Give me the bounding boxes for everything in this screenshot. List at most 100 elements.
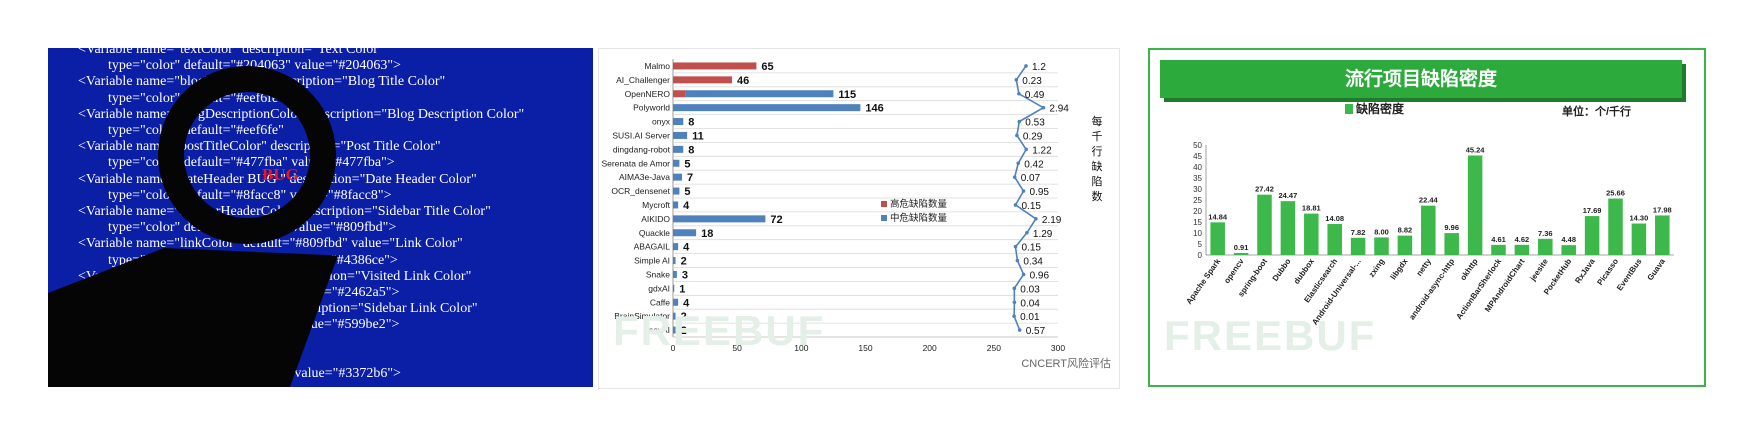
bar-value-label: 14.08 [1325,214,1344,223]
bar-value-label: 11 [692,130,704,142]
bar [1350,237,1366,255]
category-label: Apache Spark [1184,257,1222,306]
density-value-label: 0.53 [1025,118,1045,129]
watermark: FREEBUF [613,307,826,354]
magnifier-lens-icon [158,66,336,244]
bar-value-label: 17.98 [1653,205,1672,214]
category-label: Quackle [639,228,670,238]
bar-value-label: 4 [683,200,690,212]
category-label: jeesite [1528,257,1551,284]
bar-medium [673,104,861,112]
bar-high [673,62,757,70]
category-label: libgdx [1389,257,1410,282]
density-value-label: 0.42 [1024,159,1044,170]
watermark: FREEBUF [1164,312,1377,359]
density-point [1013,244,1018,249]
y-tick-label: 15 [1193,218,1202,227]
bar-value-label: 65 [761,61,773,73]
density-point [1017,91,1021,96]
x-tick-label: 300 [1051,343,1065,353]
bar-value-label: 4.62 [1515,235,1530,244]
x-tick-label: 200 [923,343,937,353]
bar-value-label: 22.44 [1419,196,1439,205]
density-axis-label: 每 [1092,114,1103,128]
legend-entry: 高危缺陷数量 [890,198,948,210]
density-value-label: 0.04 [1020,298,1040,309]
bar-medium [673,145,684,153]
bar [1374,237,1389,255]
density-line [1013,65,1046,331]
category-label: Dubbo [1271,257,1293,283]
bar-value-label: 5 [684,186,690,198]
bar-medium [673,284,675,292]
density-axis-label: 数 [1092,190,1103,203]
legend-swatch [881,201,887,207]
bar-medium [673,187,680,195]
category-label: dingdang-robot [613,144,671,154]
density-point [1021,272,1026,277]
bar-medium [673,326,676,334]
bar [1491,244,1506,255]
bug-highlight: BUG [262,165,299,184]
density-value-label: 0.07 [1021,173,1041,184]
y-tick-label: 20 [1193,207,1202,216]
density-value-label: 0.15 [1022,201,1042,212]
category-label: Guava [1646,257,1668,283]
density-axis-label: 千 [1092,130,1103,143]
legend-entry: 缺陷密度 [1356,101,1405,116]
density-point [1034,217,1038,221]
code-line: <Variable name="linkColor" default="#809… [78,236,463,252]
x-tick-label: 150 [858,343,872,353]
density-point [1041,105,1046,110]
bar-medium [673,215,766,223]
density-axis-label: 缺 [1092,159,1103,173]
density-value-label: 0.57 [1026,326,1046,337]
category-label: AI_Challenger [616,75,670,85]
bar-value-label: 14.84 [1208,212,1228,221]
y-tick-label: 40 [1193,163,1202,172]
legend-swatch [881,215,887,221]
bar [1467,155,1483,255]
chart-title: 流行项目缺陷密度 [1160,60,1682,98]
bar-value-label: 9.96 [1444,223,1459,232]
bar-value-label: 72 [770,214,782,226]
bar-high [673,76,733,84]
category-label: AIMA3e-Java [619,172,670,182]
bar-value-label: 4 [683,297,690,309]
bar-value-label: 0.91 [1234,243,1249,252]
density-value-label: 1.22 [1032,145,1052,156]
density-point [1012,300,1017,305]
x-tick-label: 100 [794,343,808,353]
density-value-label: 0.29 [1023,131,1043,142]
density-point [1017,119,1022,124]
density-point [1024,64,1028,68]
bar-value-label: 8.00 [1374,227,1389,236]
bar-value-label: 25.66 [1606,189,1625,198]
density-value-label: 0.15 [1022,243,1042,254]
category-label: Snake [646,269,670,279]
legend-swatch [1345,104,1353,114]
bar [1538,238,1553,255]
bar-value-label: 18.81 [1302,204,1321,213]
density-value-label: 0.03 [1020,284,1040,295]
category-label: okhttp [1458,257,1479,282]
density-axis-label: 陷 [1092,174,1103,188]
code-line: type="color" default="#204063" value="#2… [108,58,401,74]
bar [1210,222,1225,255]
bar-medium [673,270,677,278]
bar-value-label: 2 [681,325,687,337]
y-tick-label: 50 [1193,141,1202,150]
bar-medium [673,159,680,167]
density-value-label: 0.23 [1022,76,1042,87]
density-value-label: 0.49 [1025,90,1045,101]
bar-value-label: 14.30 [1630,214,1649,223]
category-label: Mycroft [642,200,671,210]
bar-medium [673,229,697,237]
bar [1561,245,1576,255]
density-value-label: 1.29 [1033,229,1053,240]
bar-value-label: 4.61 [1491,235,1506,244]
category-label: BrainSimulator [614,311,670,321]
x-tick-label: 50 [732,343,742,353]
y-tick-label: 25 [1193,196,1202,205]
